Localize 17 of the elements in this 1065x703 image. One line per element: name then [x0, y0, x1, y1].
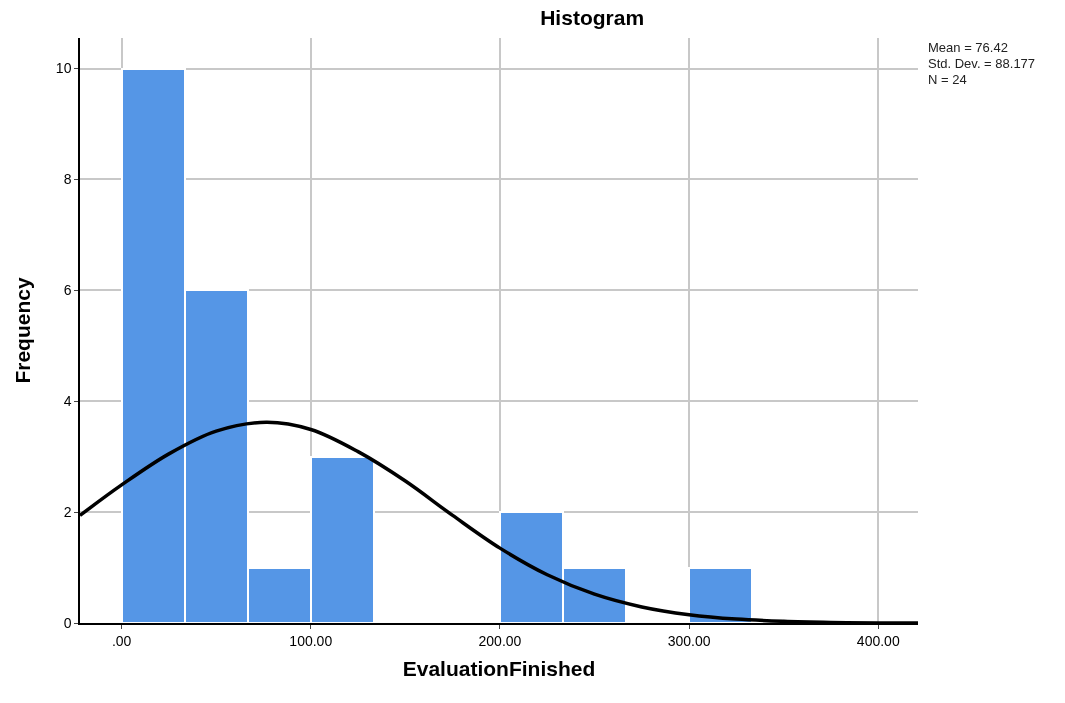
text: Mean = 76.42	[928, 40, 1008, 55]
x-tick-label: 200.00	[478, 632, 522, 649]
x-tick-label: 400.00	[856, 632, 900, 649]
x-tick-label: 100.00	[289, 632, 333, 649]
x-tick-label: 300.00	[667, 632, 711, 649]
y-tick-label: 6	[63, 282, 72, 299]
y-tick-label: 10	[55, 60, 72, 77]
y-tick-label: 8	[63, 171, 72, 188]
x-axis-title: EvaluationFinished	[402, 657, 596, 681]
y-axis-title: Frequency	[10, 277, 34, 384]
y-tick-label: 4	[63, 393, 72, 410]
text: Std. Dev. = 88.177	[928, 56, 1036, 71]
y-tick-label: 0	[63, 614, 72, 631]
text: N = 24	[928, 72, 967, 87]
y-tick-label: 2	[63, 504, 72, 520]
x-tick-label: .00	[111, 632, 132, 649]
chart-title: Histogram	[540, 6, 645, 30]
